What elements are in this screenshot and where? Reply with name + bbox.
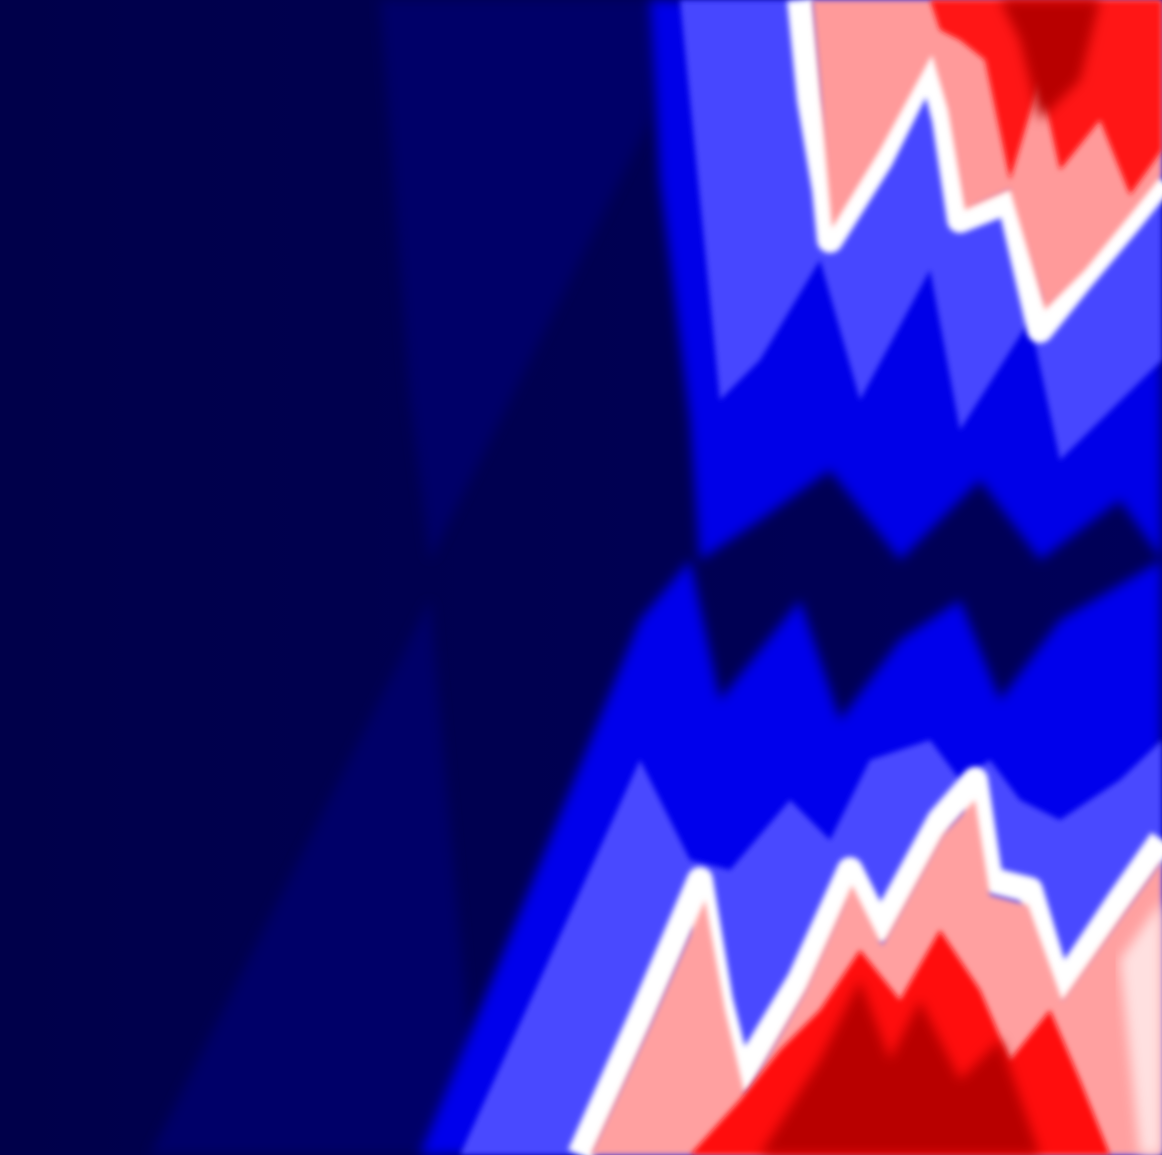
upper-white-ridge: [787, 0, 1162, 343]
upper-dark-red: [1000, 0, 1100, 120]
deep-blue-wedge-top: [380, 0, 660, 560]
deep-blue-wedge-bottom: [150, 600, 470, 1155]
lower-right-pink: [1120, 900, 1162, 1155]
lower-dark-red: [760, 980, 1040, 1155]
